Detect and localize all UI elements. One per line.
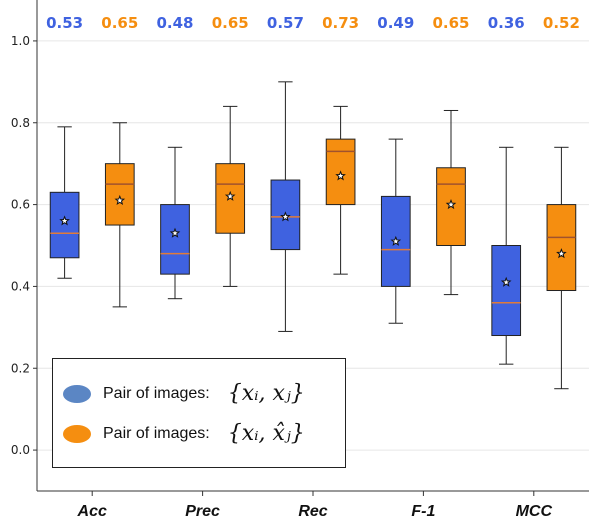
mean-marker [390, 235, 402, 246]
legend-math: {xᵢ, xⱼ} [227, 381, 305, 406]
x-tick-label: MCC [516, 503, 553, 520]
mean-marker [445, 198, 457, 210]
y-tick-label: 0.4 [11, 279, 30, 293]
legend-orange-marker [63, 424, 91, 443]
legend: Pair of images: {xᵢ, xⱼ} Pair of images:… [52, 358, 346, 468]
mean-value-label: 0.48 [156, 14, 193, 32]
x-tick-label: F-1 [411, 503, 435, 520]
box [160, 204, 190, 275]
x-tick-label: Acc [77, 503, 107, 520]
mean-value-label: 0.65 [101, 14, 138, 32]
legend-label: Pair of images: [103, 424, 210, 442]
box [104, 163, 135, 226]
mean-value-label: 0.65 [212, 14, 249, 32]
y-tick-label: 0.0 [11, 443, 30, 457]
box [49, 191, 80, 259]
legend-item-pair: Pair of images: {xᵢ, xⱼ} [63, 381, 305, 406]
mean-value-label: 0.57 [267, 14, 304, 32]
mean-marker [169, 227, 181, 238]
legend-blue-marker [63, 384, 91, 403]
mean-value-label: 0.49 [377, 14, 414, 32]
y-tick-label: 0.2 [11, 361, 30, 375]
y-tick-label: 1.0 [11, 34, 30, 48]
y-tick-label: 0.8 [11, 116, 30, 130]
mean-marker [224, 190, 236, 201]
legend-label: Pair of images: [103, 384, 210, 402]
mean-marker [280, 211, 291, 222]
x-tick-label: Prec [185, 503, 220, 520]
x-tick-label: Rec [298, 503, 327, 520]
mean-value-label: 0.73 [322, 14, 359, 32]
mean-value-label: 0.52 [543, 14, 580, 32]
mean-marker [59, 215, 70, 226]
y-tick-label: 0.6 [11, 198, 30, 212]
legend-item-pair-hat: Pair of images: {xᵢ, x̂ⱼ} [63, 421, 305, 446]
mean-marker [556, 248, 567, 259]
box [491, 245, 522, 337]
legend-math: {xᵢ, x̂ⱼ} [227, 421, 305, 446]
mean-value-label: 0.53 [46, 14, 83, 32]
mean-marker [114, 194, 126, 206]
mean-value-label: 0.65 [432, 14, 469, 32]
mean-marker [500, 276, 512, 287]
mean-value-label: 0.36 [488, 14, 525, 32]
mean-marker [335, 170, 346, 181]
box [546, 204, 577, 292]
